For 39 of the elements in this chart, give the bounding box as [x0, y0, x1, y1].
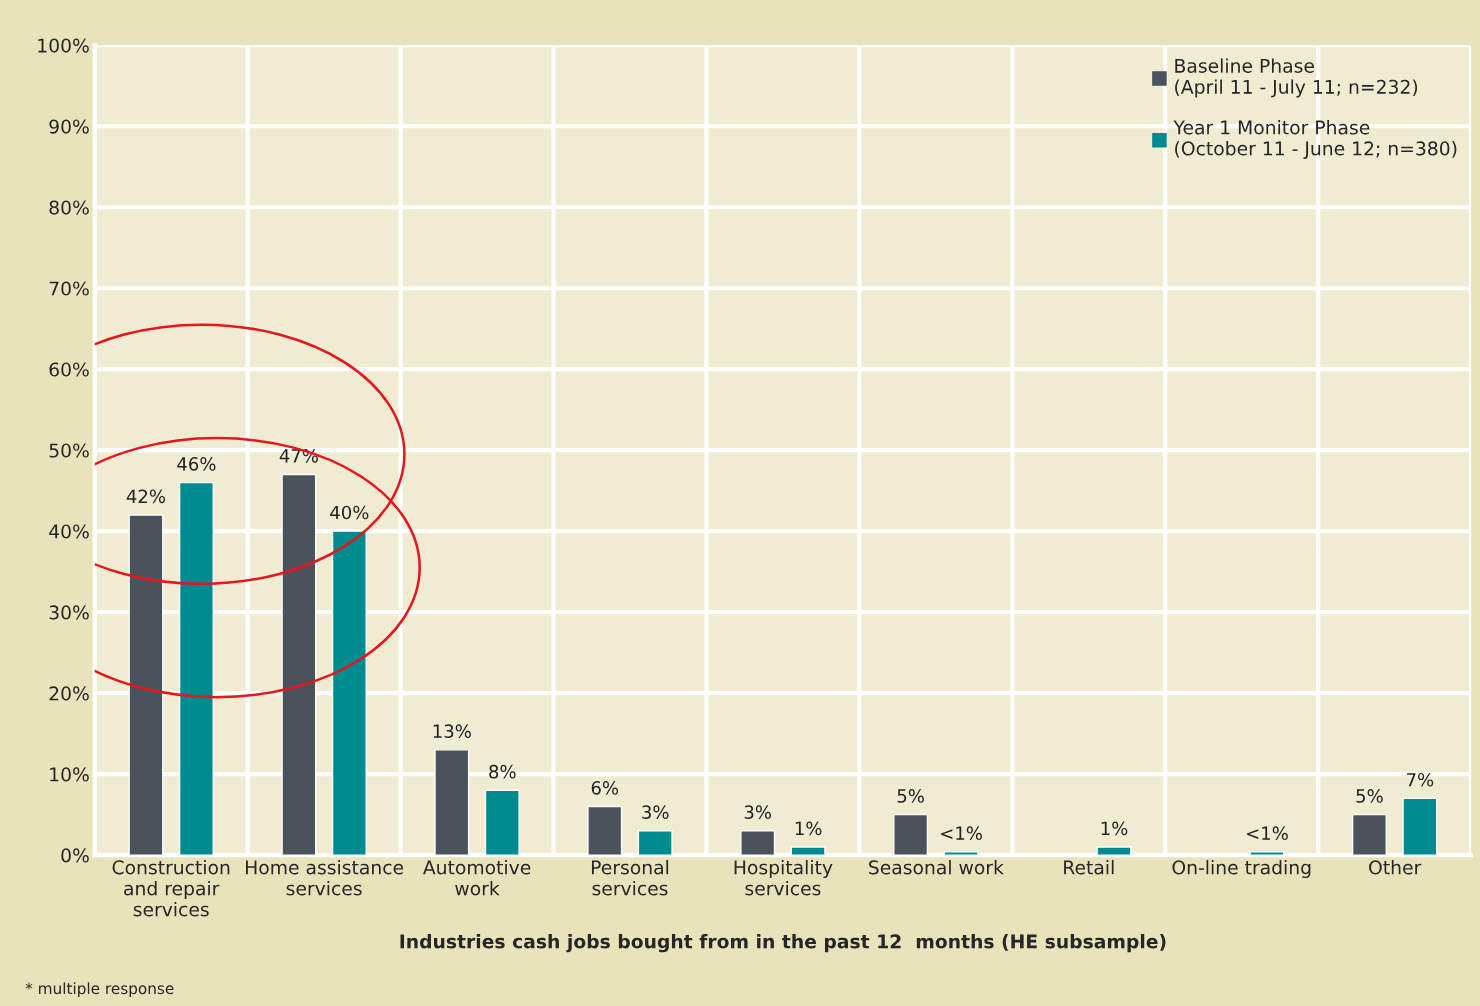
data-label: 3%	[744, 805, 772, 819]
data-label: 1%	[795, 821, 822, 836]
data-label: 13%	[433, 724, 471, 738]
y-tick-label: 90%	[49, 119, 89, 134]
x-axis-title: Industries cash jobs bought from in the past 12 months (HE subsample)	[400, 933, 1166, 953]
legend-label: Baseline Phase (April 11 - July 11; n=232)	[1175, 58, 1418, 98]
data-label: 1%	[1101, 821, 1128, 836]
x-tick-label: Other	[1369, 859, 1422, 875]
y-tick-label: 40%	[49, 524, 89, 539]
x-tick-label: Automotive work	[422, 859, 531, 896]
x-tick-label: Retail	[1064, 859, 1114, 875]
y-tick-label: 20%	[49, 686, 89, 701]
y-tick-label: 50%	[49, 443, 89, 458]
data-label: 46%	[177, 457, 216, 471]
y-tick-label: 70%	[49, 281, 89, 296]
data-label: 42%	[126, 489, 166, 504]
y-tick-label: 0%	[61, 848, 89, 863]
x-tick-label: Personal services	[591, 859, 669, 896]
y-tick-label: 60%	[49, 362, 89, 377]
legend-label: Year 1 Monitor Phase (October 11 - June 12; n=380)	[1173, 120, 1457, 160]
data-label: 5%	[897, 789, 924, 803]
y-tick-label: 30%	[49, 605, 89, 620]
data-label: 3%	[642, 805, 669, 819]
x-tick-label: Home assistance services	[246, 859, 404, 896]
y-tick-label: 80%	[49, 200, 89, 215]
y-tick-label: 100%	[38, 38, 89, 53]
x-tick-label: Seasonal work	[869, 859, 1004, 875]
data-label: 8%	[489, 764, 516, 779]
text: * multiple response	[25, 982, 174, 998]
x-tick-label: Hospitality services	[734, 859, 833, 896]
y-tick-label: 10%	[50, 767, 89, 782]
x-tick-label: Construction and repair services	[112, 859, 230, 917]
data-label: 6%	[591, 781, 619, 795]
x-tick-label: On-line trading	[1172, 859, 1311, 879]
data-label: 5%	[1356, 789, 1383, 803]
data-label: 40%	[330, 505, 369, 520]
data-label: <1%	[941, 826, 982, 841]
data-label: 7%	[1407, 772, 1434, 787]
data-label: <1%	[1246, 826, 1288, 841]
